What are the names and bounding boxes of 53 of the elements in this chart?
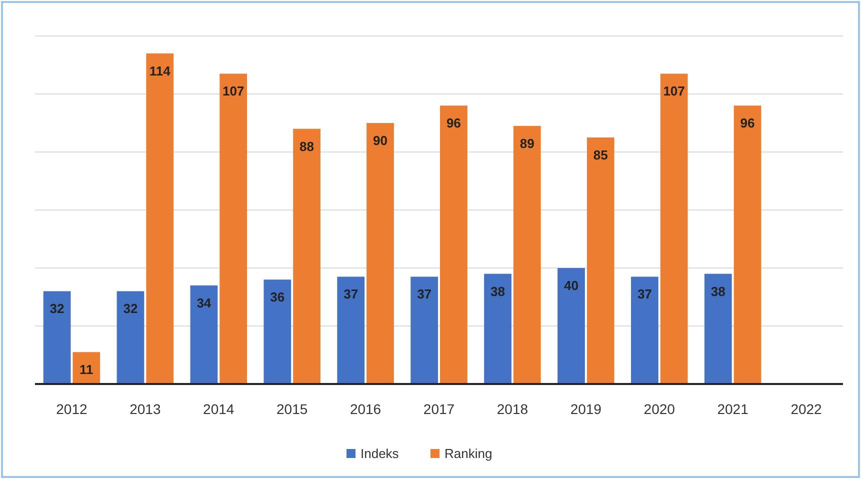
data-label: 37 — [637, 286, 652, 302]
data-label: 37 — [417, 286, 432, 302]
x-tick-label: 2021 — [717, 401, 749, 417]
bar — [704, 274, 732, 384]
data-label: 40 — [564, 278, 578, 293]
data-label: 107 — [222, 84, 244, 99]
bar — [366, 123, 394, 384]
bar — [146, 53, 174, 384]
bar — [190, 285, 218, 384]
legend-label: Ranking — [444, 446, 492, 461]
x-tick-label: 2017 — [423, 401, 455, 417]
bar — [734, 106, 762, 384]
bar — [558, 268, 585, 384]
x-tick-label: 2016 — [350, 401, 382, 417]
data-label: 114 — [149, 63, 172, 78]
data-label: 37 — [344, 286, 358, 302]
x-tick-label: 2012 — [56, 401, 88, 417]
data-label: 34 — [196, 295, 212, 310]
data-label: 85 — [593, 148, 608, 162]
data-label: 36 — [270, 290, 285, 305]
bar — [116, 291, 144, 384]
data-label: 88 — [300, 138, 314, 154]
bar — [410, 276, 438, 384]
data-label: 89 — [520, 136, 534, 151]
bar — [264, 280, 292, 384]
bar — [660, 74, 688, 384]
data-label: 11 — [80, 362, 94, 378]
bar — [72, 352, 100, 384]
bar — [484, 274, 512, 384]
x-tick-label: 2015 — [276, 401, 308, 417]
data-label: 96 — [446, 116, 461, 131]
data-label: 38 — [490, 284, 505, 299]
x-tick-label: 2014 — [203, 401, 234, 417]
bar — [440, 106, 468, 384]
bar — [513, 126, 541, 384]
x-tick-label: 2022 — [790, 401, 822, 417]
legend-label: Indeks — [360, 446, 400, 461]
bar — [630, 276, 658, 384]
bar — [586, 138, 614, 384]
data-label: 38 — [710, 284, 726, 299]
x-tick-label: 2020 — [644, 401, 676, 417]
bar — [43, 291, 71, 384]
bar — [293, 128, 320, 384]
data-label: 107 — [663, 84, 685, 99]
data-label: 96 — [740, 116, 755, 131]
x-tick-label: 2013 — [130, 401, 161, 417]
x-tick-label: 2019 — [570, 401, 602, 417]
bar — [220, 74, 248, 384]
data-label: 32 — [50, 301, 64, 316]
data-label: 90 — [373, 133, 388, 148]
bar — [337, 276, 365, 384]
x-tick-label: 2018 — [496, 401, 528, 417]
data-label: 32 — [123, 301, 138, 316]
